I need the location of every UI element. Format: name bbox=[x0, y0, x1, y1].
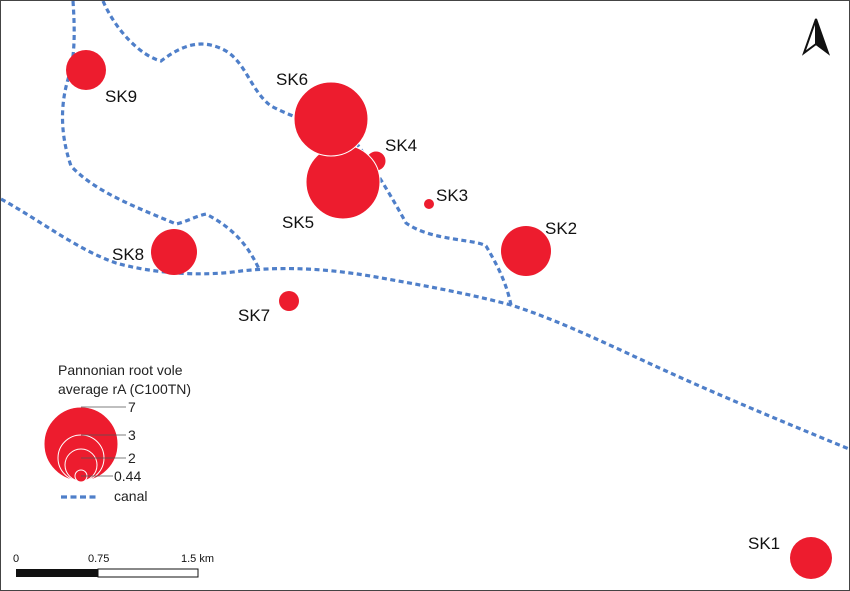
site-label-sk6: SK6 bbox=[276, 70, 308, 89]
site-label-sk2: SK2 bbox=[545, 219, 577, 238]
legend-canal-label: canal bbox=[114, 488, 147, 504]
legend-leaders bbox=[81, 406, 126, 477]
site-sk8-marker[interactable] bbox=[151, 229, 197, 275]
scale-label-0: 0 bbox=[13, 553, 19, 565]
site-sk6-marker[interactable] bbox=[293, 81, 369, 157]
sites bbox=[66, 50, 832, 579]
scale-bar: 0 0.75 1.5 km bbox=[13, 553, 214, 578]
site-sk9-marker[interactable] bbox=[66, 50, 106, 90]
site-sk2-marker[interactable] bbox=[501, 226, 551, 276]
north-arrow-icon bbox=[801, 18, 831, 56]
site-sk1-marker[interactable] bbox=[790, 537, 832, 579]
canal-upper-branch bbox=[101, 1, 347, 131]
scale-label-0-75: 0.75 bbox=[88, 553, 109, 565]
site-sk5-marker[interactable] bbox=[305, 144, 381, 220]
legend-class-0-44: 0.44 bbox=[114, 468, 141, 484]
canal-main bbox=[1, 197, 849, 451]
scale-segment-light bbox=[97, 568, 199, 578]
site-sk3-marker[interactable] bbox=[424, 199, 434, 209]
scale-label-1-5km: 1.5 km bbox=[181, 553, 214, 565]
canal-loop-west bbox=[60, 1, 261, 270]
legend-title-line2: average rA (C100TN) bbox=[58, 381, 191, 397]
site-label-sk4: SK4 bbox=[385, 136, 417, 155]
site-label-sk5: SK5 bbox=[282, 213, 314, 232]
site-labels: SK1 SK2 SK3 SK4 SK5 SK6 SK7 SK8 SK9 bbox=[105, 70, 780, 553]
legend-title-line1: Pannonian root vole bbox=[58, 362, 183, 378]
site-sk7-marker[interactable] bbox=[279, 291, 299, 311]
legend-circles bbox=[43, 406, 119, 483]
site-label-sk8: SK8 bbox=[112, 245, 144, 264]
legend: Pannonian root vole average rA (C100TN) … bbox=[43, 362, 191, 504]
site-label-sk3: SK3 bbox=[436, 186, 468, 205]
site-label-sk1: SK1 bbox=[748, 534, 780, 553]
site-label-sk7: SK7 bbox=[238, 306, 270, 325]
site-label-sk9: SK9 bbox=[105, 87, 137, 106]
legend-class-2: 2 bbox=[128, 450, 136, 466]
legend-class-3: 3 bbox=[128, 427, 136, 443]
scale-segment-dark bbox=[16, 569, 98, 577]
legend-class-7: 7 bbox=[128, 399, 136, 415]
